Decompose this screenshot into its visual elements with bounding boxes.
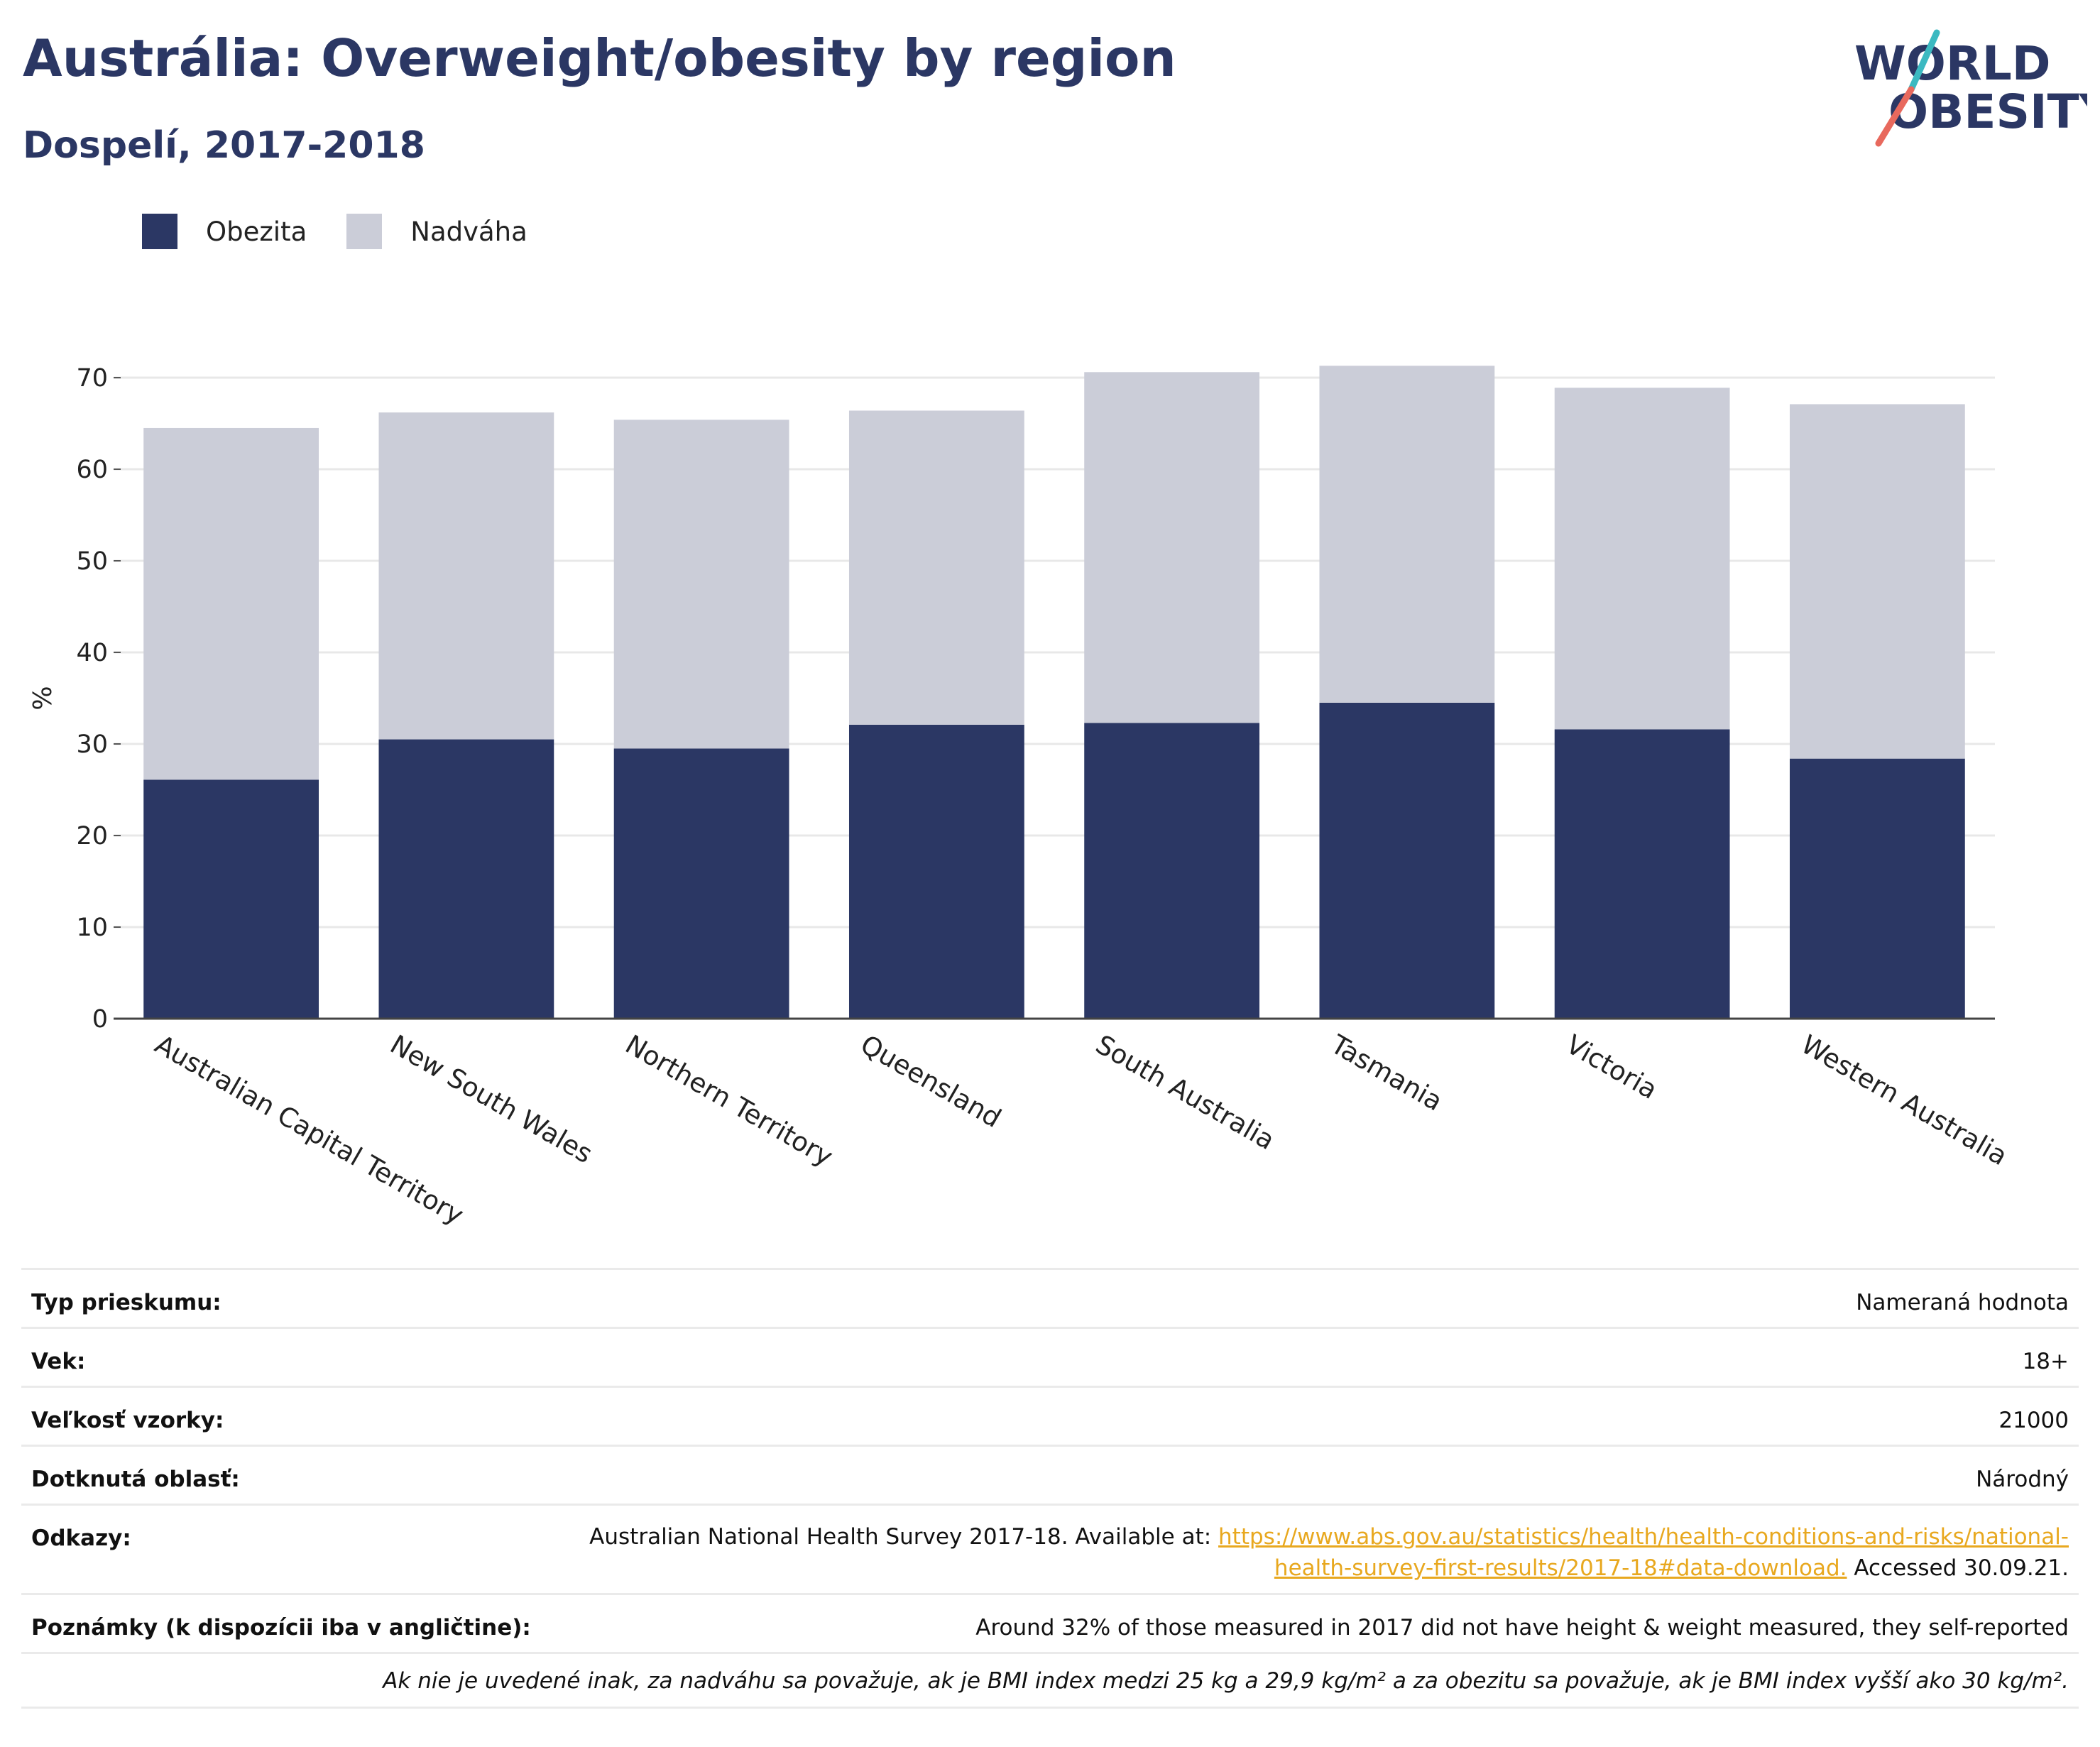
chart-subtitle: Dospelí, 2017-2018 <box>23 124 425 167</box>
y-tick-label: 10 <box>76 914 108 942</box>
survey-info-table: Typ prieskumu: Nameraná hodnota Vek: 18+… <box>21 1268 2079 1709</box>
info-value-notes: Around 32% of those measured in 2017 did… <box>975 1615 2069 1641</box>
world-obesity-logo: WORLD OBESITY <box>1854 29 2087 147</box>
info-value-survey-type: Nameraná hodnota <box>1856 1290 2069 1315</box>
reference-link-part1[interactable]: https://www.abs.gov.au/statistics/health… <box>1218 1524 2069 1550</box>
info-label-references: Odkazy: <box>31 1526 131 1551</box>
bar-obezita <box>1319 702 1495 1019</box>
y-axis-label: % <box>28 686 58 710</box>
legend-item-nadvaha[interactable]: Nadváha <box>346 214 527 249</box>
info-label-area: Dotknutá oblasť: <box>31 1467 240 1492</box>
logo-word-world: WORLD <box>1854 36 2051 91</box>
info-value-area: Národný <box>1976 1467 2069 1492</box>
reference-link-part2[interactable]: health-survey-first-results/2017-18#data… <box>1274 1555 1847 1581</box>
legend-swatch-nadvaha <box>346 214 383 249</box>
y-tick-label: 20 <box>76 822 108 850</box>
info-footnote-row: Ak nie je uvedené inak, za nadváhu sa po… <box>21 1652 2079 1709</box>
logo-slash-coral <box>1875 86 1915 147</box>
bmi-footnote: Ak nie je uvedené inak, za nadváhu sa po… <box>383 1668 2069 1694</box>
y-tick-label: 40 <box>76 639 108 667</box>
info-label-survey-type: Typ prieskumu: <box>31 1290 222 1315</box>
y-tick-label: 0 <box>92 1005 108 1034</box>
bar-nadvaha <box>848 410 1024 725</box>
info-label-notes: Poznámky (k dispozícii iba v angličtine)… <box>31 1615 531 1641</box>
y-tick-label: 70 <box>76 364 108 393</box>
bar-nadvaha <box>613 420 789 749</box>
legend-label-nadvaha: Nadváha <box>410 216 527 247</box>
info-row-notes: Poznámky (k dispozícii iba v angličtine)… <box>21 1593 2079 1652</box>
bar-obezita <box>1554 729 1730 1019</box>
info-label-sample-size: Veľkosť vzorky: <box>31 1408 224 1433</box>
logo-slash-teal <box>1908 29 1940 93</box>
x-tick-label: Queensland <box>855 1029 1007 1134</box>
bar-obezita <box>848 724 1024 1019</box>
logo-word-obesity: OBESITY <box>1888 84 2087 139</box>
info-label-age: Vek: <box>31 1349 86 1374</box>
info-value-sample-size: 21000 <box>1998 1408 2069 1433</box>
bar-nadvaha <box>1554 388 1730 730</box>
y-tick-label: 30 <box>76 730 108 759</box>
x-tick-label: South Australia <box>1090 1029 1280 1156</box>
info-row-survey-type: Typ prieskumu: Nameraná hodnota <box>21 1268 2079 1327</box>
y-tick-label: 50 <box>76 547 108 576</box>
bar-nadvaha <box>1319 366 1495 703</box>
legend-swatch-obezita <box>142 214 177 249</box>
info-row-age: Vek: 18+ <box>21 1327 2079 1386</box>
y-tick-label: 60 <box>76 456 108 484</box>
reference-accessed: Accessed 30.09.21. <box>1847 1555 2069 1581</box>
legend-item-obezita[interactable]: Obezita <box>142 214 307 249</box>
bar-nadvaha <box>1789 404 1965 759</box>
info-value-references: Australian National Health Survey 2017-1… <box>589 1506 2069 1584</box>
x-tick-label: Northern Territory <box>620 1029 838 1173</box>
legend-label-obezita: Obezita <box>206 216 307 247</box>
chart-title: Austrália: Overweight/obesity by region <box>23 28 1176 88</box>
x-tick-label: Western Australia <box>1796 1029 2013 1172</box>
bar-nadvaha <box>1084 372 1260 723</box>
x-tick-label: Victoria <box>1561 1029 1663 1105</box>
info-row-area: Dotknutá oblasť: Národný <box>21 1445 2079 1504</box>
bar-obezita <box>1789 758 1965 1019</box>
bar-nadvaha <box>143 427 319 780</box>
bar-obezita <box>378 739 554 1019</box>
reference-text: Australian National Health Survey 2017-1… <box>589 1524 1219 1550</box>
bar-obezita <box>1084 723 1260 1019</box>
info-value-age: 18+ <box>2022 1349 2069 1374</box>
info-row-sample-size: Veľkosť vzorky: 21000 <box>21 1386 2079 1445</box>
bar-nadvaha <box>378 412 554 740</box>
x-tick-label: Tasmania <box>1325 1029 1448 1117</box>
chart-legend: Obezita Nadváha <box>142 212 567 251</box>
x-tick-label: New South Wales <box>385 1029 597 1170</box>
bar-obezita <box>143 779 319 1019</box>
bar-obezita <box>613 748 789 1019</box>
info-row-references: Odkazy: Australian National Health Surve… <box>21 1504 2079 1593</box>
